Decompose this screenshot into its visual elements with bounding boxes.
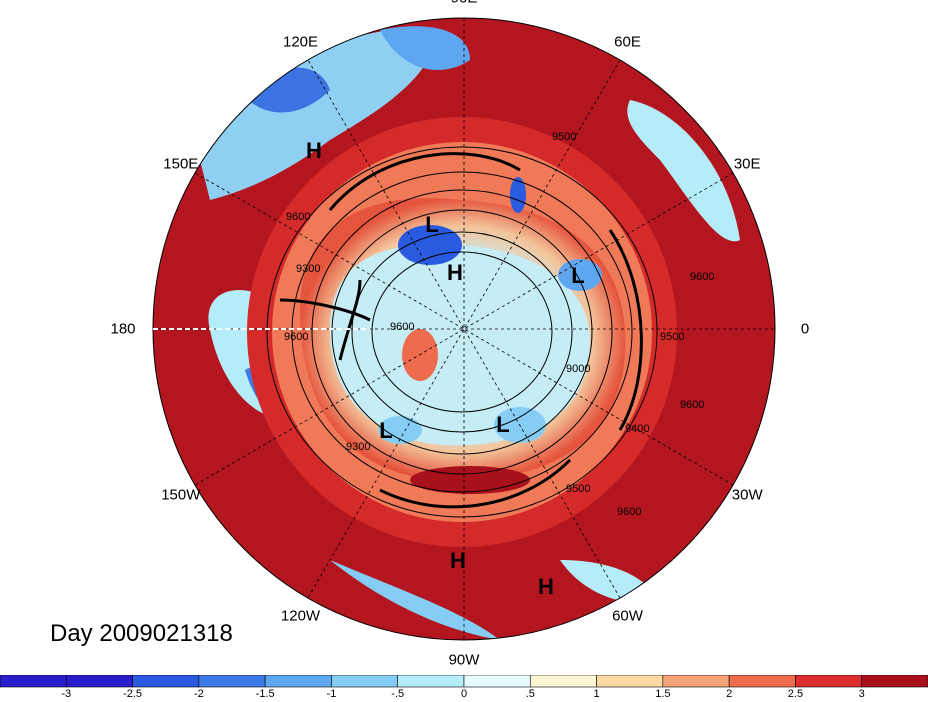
color-scale-tick-label: 0 <box>460 688 468 700</box>
color-scale-tick-label: 2 <box>726 688 733 700</box>
color-scale-swatch <box>264 675 332 688</box>
low-pressure-marker: L <box>496 412 509 437</box>
contour-label: 9600 <box>690 271 714 283</box>
longitude-label: 150E <box>163 155 199 172</box>
low-pressure-marker: L <box>571 263 584 288</box>
color-scale-swatch <box>331 675 399 688</box>
low-pressure-marker: L <box>379 418 392 443</box>
contour-label: 9500 <box>552 131 576 143</box>
longitude-label: 60W <box>612 607 643 625</box>
color-scale-tick-label: -1 <box>326 688 337 700</box>
longitude-label: 120W <box>280 607 321 625</box>
color-scale-swatch <box>198 675 266 688</box>
longitude-label: 180 <box>110 320 136 338</box>
color-scale-tick-label: 1.5 <box>655 688 671 700</box>
color-scale-swatch <box>0 675 67 688</box>
contour-label: 9300 <box>346 441 370 453</box>
color-scale-tick-label: 2.5 <box>787 688 804 700</box>
color-scale-tick-label: 3 <box>858 688 865 700</box>
color-scale-swatch <box>65 675 133 688</box>
color-scale-tick-label: -.5 <box>391 688 405 700</box>
contour-label: 9600 <box>284 331 308 343</box>
contour-labels: 9500 9600 9300 9600 9600 9000 9400 9600 9500 9600… <box>284 131 714 518</box>
color-scale-bar <box>0 675 928 688</box>
longitude-label: 0 <box>800 320 810 338</box>
color-scale-tick-label: -1.5 <box>255 688 275 700</box>
contour-label: 9500 <box>566 483 590 495</box>
high-pressure-marker: H <box>447 260 463 285</box>
date-title: Day 2009021318 <box>50 620 233 647</box>
high-pressure-marker: H <box>538 574 554 599</box>
color-scale-swatch <box>596 675 664 688</box>
polar-map: 9500 9600 9300 9600 9600 9000 9400 9600 9500 9600… <box>152 17 776 641</box>
pressure-markers: HLH LL LHH <box>306 138 585 599</box>
color-scale-tick-label: -2 <box>193 688 204 700</box>
color-scale-swatch <box>529 675 597 688</box>
color-scale-swatch <box>463 675 531 688</box>
color-scale-tick-label: -3 <box>61 688 72 700</box>
contour-label: 9600 <box>286 211 310 223</box>
color-scale-swatch <box>132 675 200 688</box>
high-pressure-marker: H <box>450 548 466 573</box>
color-scale-tick-label: .5 <box>525 688 535 700</box>
longitude-label: 30E <box>733 155 761 172</box>
longitude-label: 90E <box>451 0 478 7</box>
map-graticule <box>152 17 776 641</box>
longitude-label: 90W <box>448 651 480 669</box>
contour-label: 9300 <box>296 263 320 275</box>
longitude-label: 120E <box>282 33 319 51</box>
color-scale-swatch <box>728 675 796 688</box>
contour-label: 9400 <box>625 423 649 435</box>
color-scale-tick-label: -2.5 <box>123 688 143 700</box>
contour-label: 9500 <box>660 331 684 343</box>
color-scale-swatch <box>861 675 928 688</box>
high-pressure-marker: H <box>306 138 322 163</box>
color-scale-swatch <box>795 675 863 688</box>
longitude-label: 30W <box>731 486 763 503</box>
color-scale-swatch <box>662 675 730 688</box>
contour-label: 9600 <box>390 321 414 333</box>
color-scale-swatch <box>397 675 465 688</box>
low-pressure-marker: L <box>425 212 438 237</box>
longitude-label: 150W <box>161 486 201 503</box>
color-scale-tick-label: 1 <box>593 688 600 700</box>
contour-label: 9600 <box>680 399 704 411</box>
contour-label: 9600 <box>617 506 641 518</box>
longitude-label: 60E <box>614 33 641 51</box>
contour-label: 9000 <box>566 363 590 375</box>
